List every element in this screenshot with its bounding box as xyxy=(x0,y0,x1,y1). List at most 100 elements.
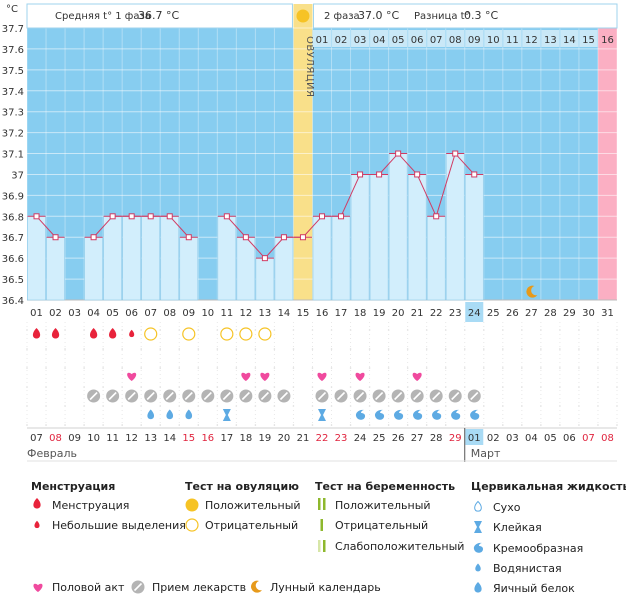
ovulation-test-negative xyxy=(182,327,196,341)
medication-icon-stripe xyxy=(108,391,117,401)
temperature-point xyxy=(223,213,230,220)
intercourse-heart xyxy=(127,372,137,381)
ovulation-test-negative xyxy=(258,327,272,341)
marker-grid-dot xyxy=(197,348,200,350)
y-tick-label: 37.1 xyxy=(2,150,24,161)
marker-grid-dot xyxy=(578,367,580,369)
medication-icon-stripe xyxy=(451,391,460,401)
cycle-day-label: 31 xyxy=(601,308,614,319)
marker-grid-dot xyxy=(292,367,295,369)
medication-icon-stripe xyxy=(413,391,422,401)
temperature-bar xyxy=(350,174,370,301)
luteal-day-number: 08 xyxy=(449,35,462,46)
medication-icon-stripe xyxy=(375,391,384,401)
temperature-bar xyxy=(236,236,256,301)
legend-pregnancy-negative-icon xyxy=(320,519,323,531)
legend-moon-label: Лунный календарь xyxy=(270,581,381,594)
marker-grid-dot xyxy=(273,424,276,426)
marker-grid-dot xyxy=(216,348,219,350)
cycle-day-label: 01 xyxy=(30,308,43,319)
luteal-day-number: 11 xyxy=(506,35,519,46)
cycle-day-label: 14 xyxy=(278,308,291,319)
medication-icon-stripe xyxy=(89,391,98,401)
marker-grid-dot xyxy=(311,367,314,369)
marker-grid-dot xyxy=(159,424,162,426)
spotting-drop xyxy=(129,329,135,338)
marker-grid-dot xyxy=(121,367,123,369)
marker-grid-dot xyxy=(292,424,295,426)
marker-grid-dot xyxy=(273,348,276,350)
phase2-value: 37.0 °C xyxy=(358,9,399,22)
medication-icon-stripe xyxy=(184,391,193,401)
marker-grid-dot xyxy=(463,424,466,426)
medication-icon-stripe xyxy=(470,391,479,401)
legend-pregnancy-weak-icon xyxy=(318,540,321,552)
marker-grid-dot xyxy=(406,348,409,350)
legend-menstruation-label: Менструация xyxy=(52,499,129,512)
calendar-day-label: 25 xyxy=(373,433,386,444)
calendar-day-label: 16 xyxy=(201,433,214,444)
marker-grid-dot xyxy=(102,424,104,426)
marker-grid-dot xyxy=(311,424,314,426)
medication-icon-stripe xyxy=(241,391,250,401)
marker-grid-dot xyxy=(482,348,485,350)
calendar-day-label: 18 xyxy=(240,433,253,444)
future-day-band xyxy=(597,28,617,300)
luteal-day-number: 04 xyxy=(373,35,386,46)
phase1-box xyxy=(26,3,293,29)
temperature-line xyxy=(36,215,56,238)
cycle-day-label: 11 xyxy=(220,308,233,319)
temperature-bar xyxy=(46,236,65,301)
marker-grid-dot xyxy=(45,367,47,369)
cycle-day-label: 22 xyxy=(430,308,443,319)
intercourse-heart xyxy=(241,372,251,381)
temperature-point xyxy=(90,234,97,241)
temperature-point xyxy=(261,255,268,262)
marker-grid-dot xyxy=(406,424,409,426)
marker-grid-dot xyxy=(368,424,371,426)
marker-grid-dot xyxy=(482,367,485,369)
marker-grid-dot xyxy=(102,367,104,369)
diff-value: 0.3 °C xyxy=(464,9,498,22)
calendar-day-label: 29 xyxy=(449,433,462,444)
calendar-day-label: 03 xyxy=(506,433,519,444)
y-tick-label: 36.4 xyxy=(2,296,24,307)
marker-grid-dot xyxy=(578,424,580,426)
marker-grid-dot xyxy=(502,348,504,350)
legend-spotting-icon xyxy=(34,520,40,529)
marker-grid-dot xyxy=(330,424,333,426)
cycle-day-label: 18 xyxy=(354,308,367,319)
y-tick-label: 37.5 xyxy=(2,66,24,77)
ovulation-test-negative xyxy=(239,327,253,341)
intercourse-heart xyxy=(355,372,365,381)
luteal-day-number: 13 xyxy=(544,35,557,46)
temperature-point xyxy=(185,234,192,241)
y-tick-label: 37.3 xyxy=(2,108,24,119)
marker-grid-dot xyxy=(64,348,66,350)
luteal-day-cell xyxy=(522,30,541,47)
marker-grid-dot xyxy=(540,424,542,426)
cycle-day-label: 21 xyxy=(411,308,424,319)
marker-grid-dot xyxy=(273,367,276,369)
cervical-egg-white xyxy=(147,409,155,420)
marker-grid-dot xyxy=(140,367,142,369)
marker-grid-dot xyxy=(559,348,561,350)
marker-grid-dot xyxy=(254,424,257,426)
cycle-day-label: 17 xyxy=(335,308,348,319)
calendar-day-label: 22 xyxy=(316,433,329,444)
temperature-point xyxy=(376,171,383,178)
legend-pregnancy-positive-icon xyxy=(318,498,321,510)
temperature-bar xyxy=(274,236,294,301)
legend-cervical-sticky-icon xyxy=(474,521,482,533)
ovulation-test-negative xyxy=(220,327,234,341)
marker-grid-dot xyxy=(45,348,47,350)
marker-grid-dot xyxy=(616,348,618,350)
medication-icon-stripe xyxy=(336,391,346,401)
marker-grid-dot xyxy=(216,367,219,369)
temperature-bar xyxy=(84,236,103,301)
marker-grid-dot xyxy=(235,348,238,350)
marker-grid-dot xyxy=(502,424,504,426)
marker-grid-dot xyxy=(235,367,238,369)
temperature-point xyxy=(433,213,440,220)
calendar-day-label: 26 xyxy=(392,433,405,444)
